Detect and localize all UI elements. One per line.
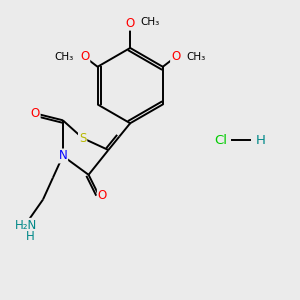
Text: Cl: Cl bbox=[214, 134, 227, 147]
Text: H: H bbox=[26, 230, 34, 243]
Text: CH₃: CH₃ bbox=[187, 52, 206, 62]
Text: O: O bbox=[126, 17, 135, 30]
Text: N: N bbox=[58, 149, 67, 162]
Text: CH₃: CH₃ bbox=[55, 52, 74, 62]
Text: H₂N: H₂N bbox=[15, 219, 37, 232]
Text: S: S bbox=[79, 132, 86, 145]
Text: O: O bbox=[171, 50, 180, 63]
Text: H: H bbox=[256, 134, 266, 147]
Text: CH₃: CH₃ bbox=[140, 17, 159, 27]
Text: O: O bbox=[98, 189, 107, 202]
Text: O: O bbox=[30, 107, 40, 120]
Text: O: O bbox=[80, 50, 89, 63]
